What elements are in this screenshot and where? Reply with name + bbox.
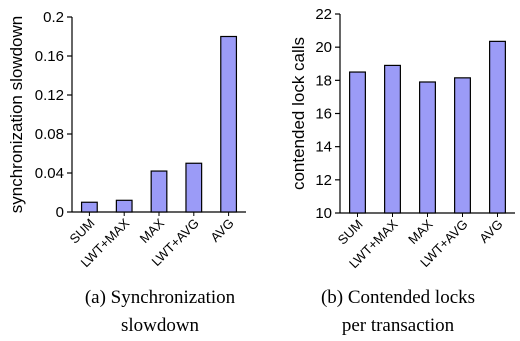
y-tick-label: 22	[315, 6, 332, 23]
caption-a: (a) Synchronization slowdown	[30, 284, 290, 340]
y-tick-label: 20	[315, 39, 332, 56]
y-tick-label: 14	[315, 139, 332, 156]
x-tick-label: MAX	[137, 215, 168, 246]
y-tick-label: 12	[315, 172, 332, 189]
caption-b: (b) Contended locks per transaction	[283, 284, 513, 340]
bar-avg	[220, 35, 238, 213]
y-tick-label: 10	[315, 205, 332, 222]
bar-max	[419, 81, 436, 214]
bar-avg	[489, 40, 506, 214]
caption-a-line-2: slowdown	[120, 315, 200, 336]
bar-lwt-max	[384, 64, 401, 214]
y-tick-label: 16	[315, 106, 332, 123]
bar-lwt-max	[115, 199, 133, 213]
x-tick-label: SUM	[66, 216, 97, 247]
caption-b-line-1: (b) Contended locks	[320, 287, 476, 308]
y-tick-label: 0.04	[35, 165, 64, 182]
x-tick-label: MAX	[405, 216, 436, 247]
x-tick-label: AVG	[476, 217, 505, 246]
y-tick-label: 0.2	[43, 9, 64, 26]
y-tick-label: 0.12	[35, 87, 64, 104]
y-tick-label: 0.08	[35, 126, 64, 143]
y-tick-label: 18	[315, 72, 332, 89]
y-tick-label: 0	[56, 204, 64, 221]
bar-sum	[80, 201, 98, 213]
y-axis-label: contended lock calls	[289, 37, 308, 190]
y-axis-label: synchronization slowdown	[7, 16, 26, 214]
caption-a-line-1: (a) Synchronization	[84, 287, 236, 308]
bar-max	[150, 170, 168, 213]
bar-sum	[349, 71, 366, 214]
chart-synchronization-slowdown: 0 0.04 0.08 0.12 0.16 0.2 synchronization slow…	[7, 9, 246, 270]
x-tick-label: AVG	[207, 216, 236, 245]
bar-lwt-avg	[185, 162, 203, 213]
y-tick-label: 0.16	[35, 48, 64, 65]
x-tick-label: SUM	[335, 217, 366, 248]
bar-lwt-avg	[454, 77, 471, 214]
caption-b-line-2: per transaction	[341, 315, 455, 336]
